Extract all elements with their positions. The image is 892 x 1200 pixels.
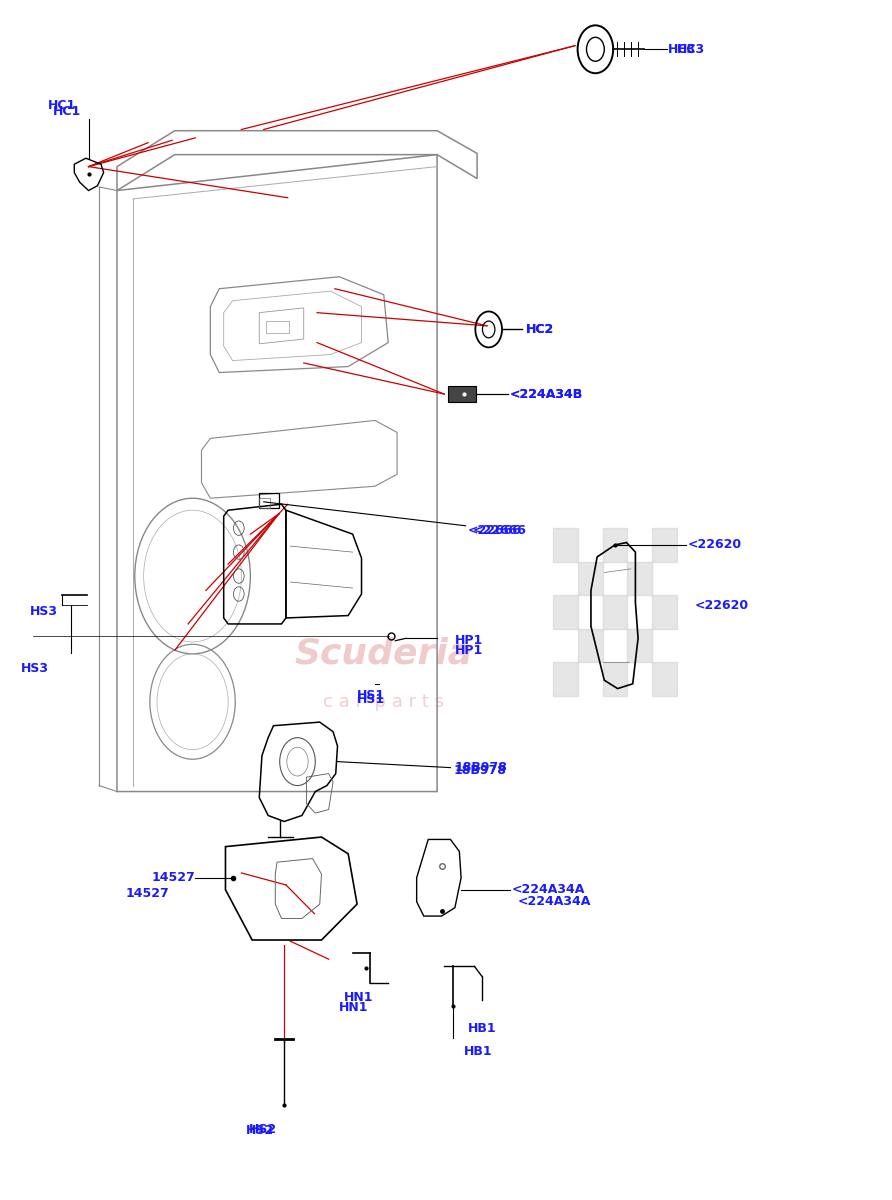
Bar (578, 629, 602, 662)
Text: <224A34B: <224A34B (510, 388, 583, 401)
Text: HP1: HP1 (455, 643, 483, 656)
Text: HS2: HS2 (246, 1124, 274, 1138)
Text: HC1: HC1 (53, 106, 81, 118)
Text: HN1: HN1 (339, 1001, 368, 1014)
Bar (602, 595, 627, 629)
Text: HP1: HP1 (455, 635, 483, 647)
Bar (260, 498, 270, 508)
Text: <22666: <22666 (467, 524, 521, 538)
Text: <224A34A: <224A34A (512, 883, 585, 896)
Bar (267, 322, 289, 334)
Bar (553, 528, 578, 562)
Text: <22620: <22620 (695, 600, 749, 612)
Text: HC1: HC1 (47, 98, 76, 112)
Bar (553, 595, 578, 629)
Text: HS3: HS3 (29, 606, 58, 618)
Text: HB1: HB1 (468, 1022, 497, 1036)
Text: <22666: <22666 (473, 524, 526, 538)
Text: <224A34A: <224A34A (517, 895, 591, 908)
Text: HS2: HS2 (249, 1123, 277, 1135)
Text: HS3: HS3 (21, 662, 49, 676)
Text: HN1: HN1 (343, 991, 373, 1004)
Bar (627, 629, 652, 662)
Bar (578, 562, 602, 595)
Text: 14527: 14527 (152, 871, 195, 884)
Text: HC2: HC2 (526, 323, 554, 336)
Text: 14527: 14527 (126, 887, 169, 900)
Bar (448, 385, 476, 402)
Text: <22620: <22620 (688, 539, 742, 552)
Text: <224A34B: <224A34B (510, 388, 583, 401)
Text: HC3: HC3 (668, 43, 697, 55)
Bar (602, 528, 627, 562)
Text: HC2: HC2 (526, 323, 554, 336)
Text: 18B978: 18B978 (455, 761, 508, 774)
Text: 18B978: 18B978 (453, 763, 506, 776)
Bar (652, 662, 677, 696)
Text: HC3: HC3 (677, 43, 706, 55)
Text: HS1: HS1 (357, 689, 385, 702)
Text: HS1: HS1 (357, 694, 385, 707)
Bar (652, 528, 677, 562)
Bar (652, 595, 677, 629)
Bar (260, 493, 279, 508)
Text: HB1: HB1 (464, 1045, 492, 1058)
Bar (627, 562, 652, 595)
Bar (602, 662, 627, 696)
Bar (553, 662, 578, 696)
Text: Scuderia: Scuderia (294, 637, 473, 671)
Text: c a r  p a r t s: c a r p a r t s (323, 692, 444, 710)
